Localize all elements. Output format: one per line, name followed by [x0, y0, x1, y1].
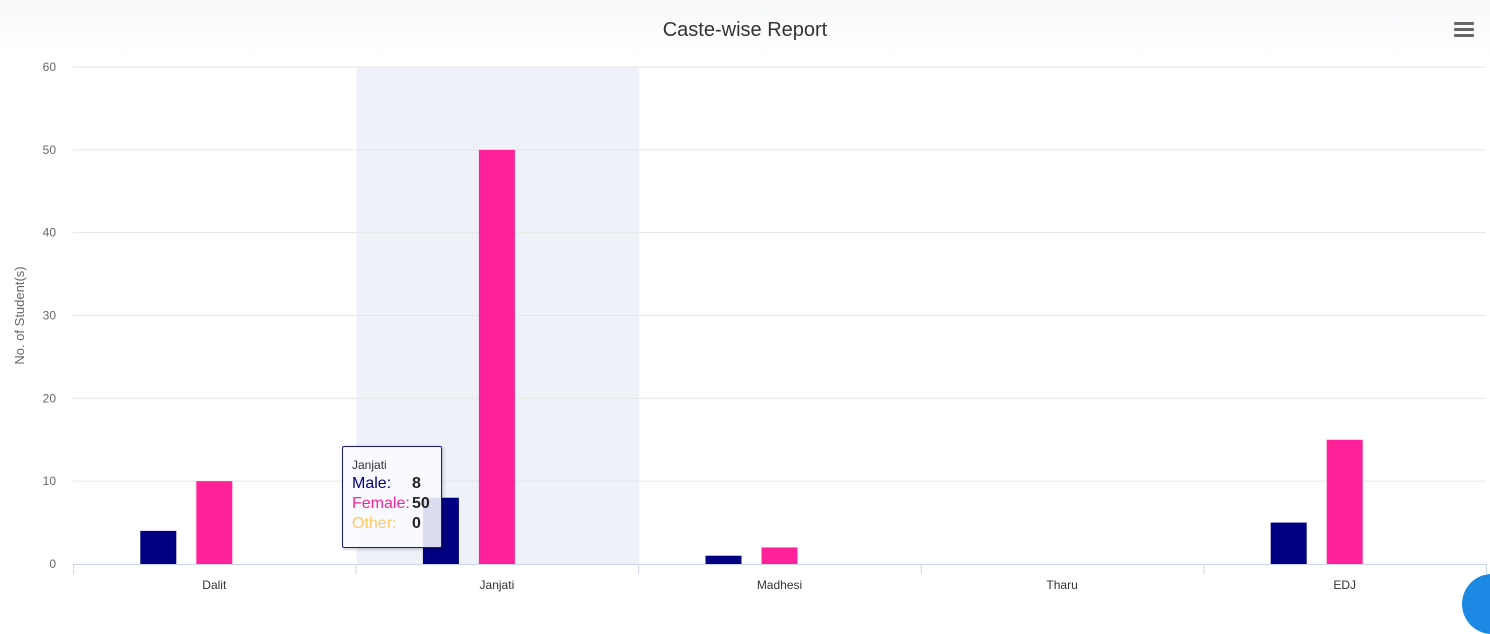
bar-chart: 0 10 20 30 40 50 60 Dalit Janjati Madhesi Tharu EDJ…	[12, 60, 1487, 592]
bar-male-edj[interactable]	[1270, 522, 1307, 564]
x-tick-label: Madhesi	[757, 578, 802, 592]
tooltip-value: 0	[412, 515, 421, 532]
x-tick-label: EDJ	[1333, 578, 1356, 592]
bar-male-madhesi[interactable]	[705, 555, 742, 564]
bar-male-dalit[interactable]	[140, 530, 177, 564]
y-axis-title: No. of Student(s)	[12, 266, 27, 364]
x-tick-label: Dalit	[202, 578, 227, 592]
y-tick-label: 10	[43, 474, 57, 488]
y-tick-label: 30	[43, 309, 57, 323]
tooltip-category: Janjati	[352, 458, 387, 472]
tooltip-label: Other:	[352, 515, 397, 532]
tooltip-value: 50	[412, 495, 430, 512]
tooltip-value: 8	[412, 475, 421, 492]
tooltip-row-male: Male: 8	[352, 474, 441, 494]
chart-tooltip: Janjati Male: 8 Female: 50 Other: 0	[342, 446, 442, 548]
chart-header-band	[0, 0, 1490, 56]
bar-female-edj[interactable]	[1326, 439, 1363, 564]
x-tick-label: Janjati	[480, 578, 515, 592]
tooltip-row-other: Other: 0	[352, 514, 441, 534]
y-tick-label: 60	[43, 60, 57, 74]
y-tick-label: 40	[43, 226, 57, 240]
bar-female-janjati[interactable]	[478, 149, 515, 565]
tooltip-label: Female:	[352, 495, 410, 512]
hamburger-menu-icon[interactable]	[1454, 22, 1474, 38]
y-tick-label: 20	[43, 391, 57, 405]
bar-female-dalit[interactable]	[196, 481, 233, 564]
y-tick-label: 0	[49, 557, 56, 571]
chart-title: Caste-wise Report	[662, 19, 828, 41]
x-tick-label: Tharu	[1046, 578, 1077, 592]
tooltip-label: Male:	[352, 475, 392, 492]
tooltip-row-female: Female: 50	[352, 494, 441, 514]
y-tick-label: 50	[43, 143, 57, 157]
bar-female-madhesi[interactable]	[761, 547, 798, 564]
